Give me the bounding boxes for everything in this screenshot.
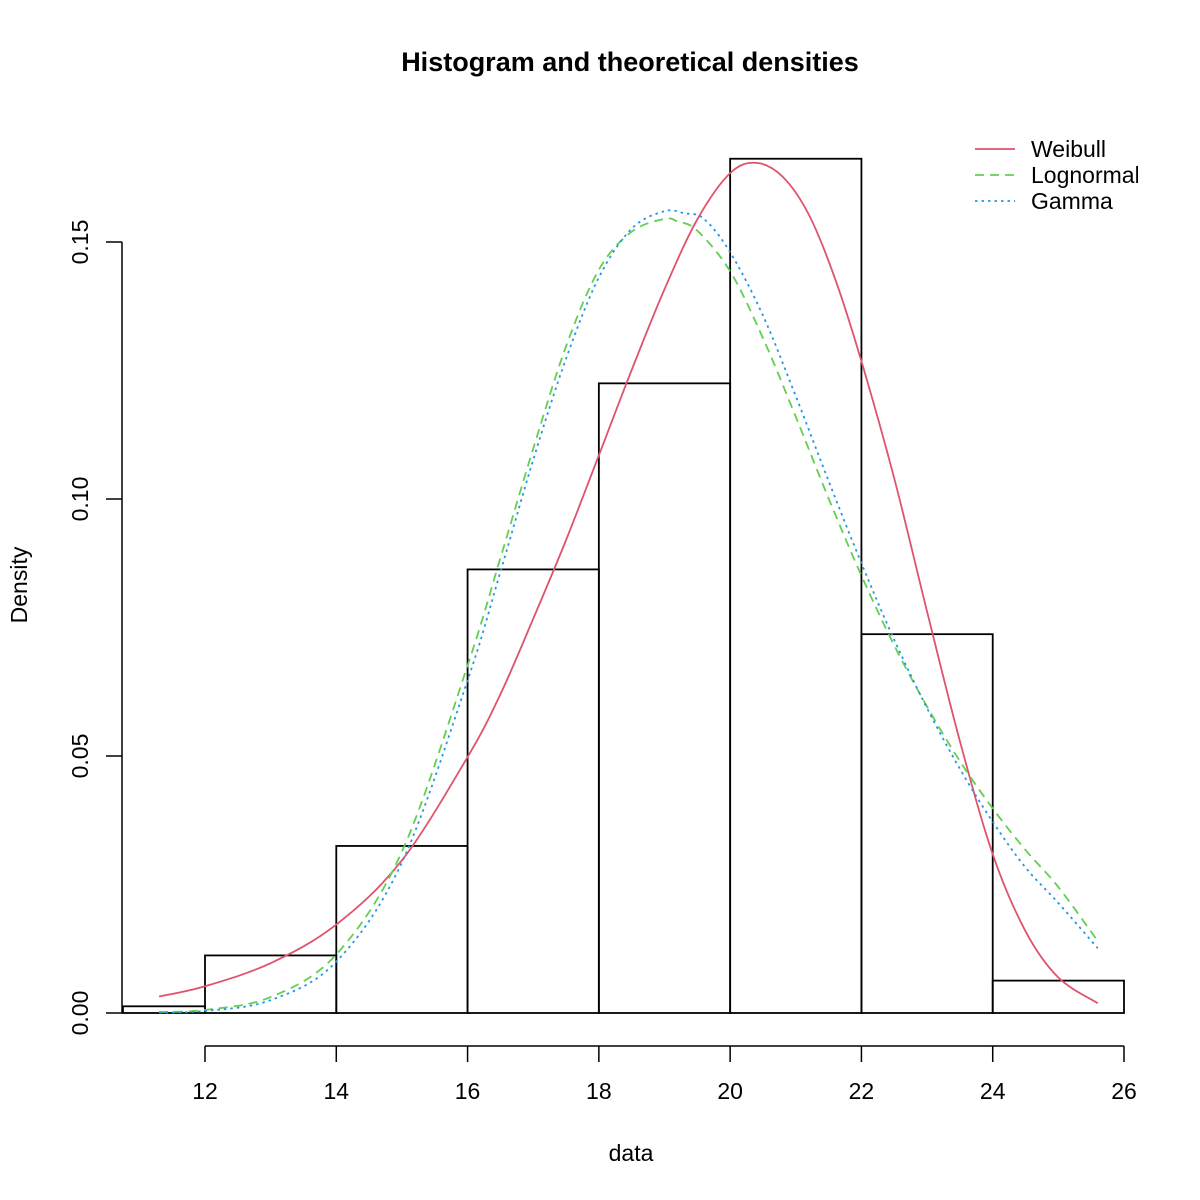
x-tick-label: 12 (192, 1078, 218, 1104)
histogram-bar (860, 633, 994, 1014)
x-tick-label: 14 (323, 1078, 349, 1104)
legend-label: Weibull (1031, 136, 1106, 162)
y-axis-ticks: 0.00 0.05 0.10 0.15 (67, 220, 122, 1036)
chart-title: Histogram and theoretical densities (401, 47, 859, 77)
density-curve-lognormal (159, 217, 1099, 1013)
x-tick-label: 22 (849, 1078, 875, 1104)
x-axis-ticks: 12 14 16 18 20 22 24 26 (192, 1046, 1137, 1104)
density-curve-gamma (159, 209, 1099, 1014)
x-axis-label: data (609, 1140, 654, 1166)
histogram-bar (335, 845, 469, 1014)
y-tick-label: 0.00 (67, 991, 93, 1036)
histogram-bar (597, 382, 732, 1014)
x-tick-label: 18 (586, 1078, 612, 1104)
density-curve-weibull (158, 161, 1099, 1004)
histogram-bar (466, 568, 600, 1014)
density-curves (158, 161, 1099, 1014)
y-tick-label: 0.05 (67, 734, 93, 779)
histogram-bars (122, 157, 1125, 1014)
histogram-bar (729, 157, 863, 1014)
y-tick-label: 0.10 (67, 477, 93, 522)
legend-label: Gamma (1031, 188, 1113, 214)
x-tick-label: 20 (717, 1078, 743, 1104)
x-tick-label: 24 (980, 1078, 1006, 1104)
y-axis-label: Density (6, 546, 32, 623)
x-tick-label: 16 (455, 1078, 481, 1104)
legend-label: Lognormal (1031, 162, 1140, 188)
x-tick-label: 26 (1111, 1078, 1137, 1104)
histogram-bar (991, 979, 1125, 1014)
y-tick-label: 0.15 (67, 220, 93, 265)
